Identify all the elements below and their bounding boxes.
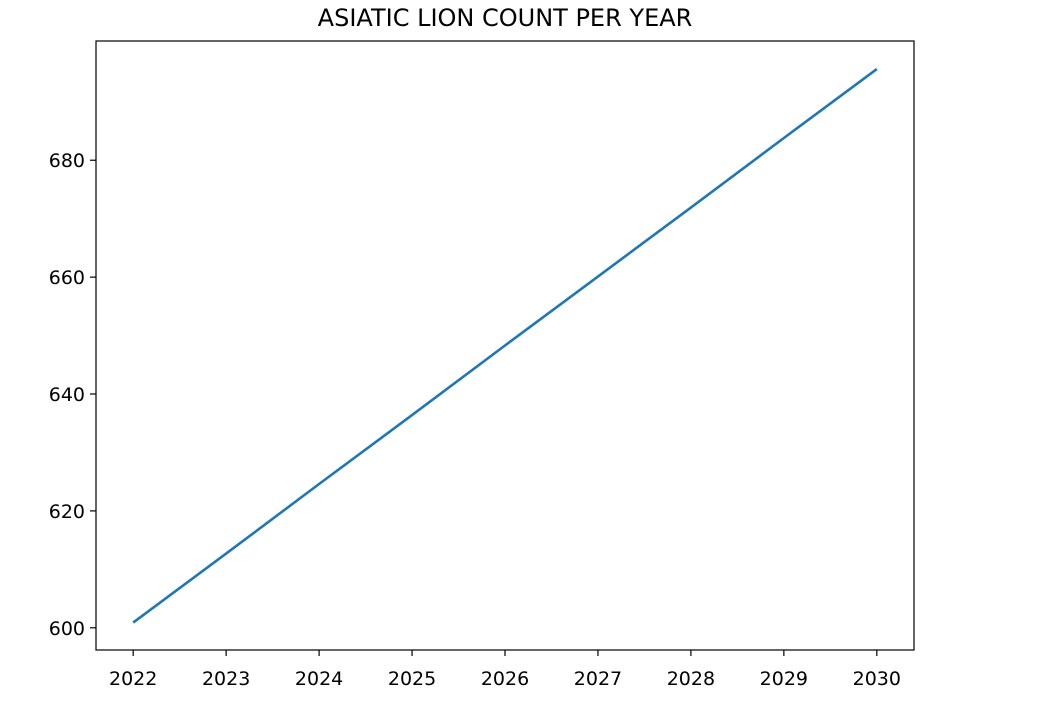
x-tick-label: 2022: [109, 668, 157, 690]
y-tick-label: 680: [49, 150, 85, 172]
y-tick-label: 640: [49, 384, 85, 406]
x-tick-label: 2026: [481, 668, 529, 690]
x-tick-label: 2025: [388, 668, 436, 690]
y-tick-label: 620: [49, 501, 85, 523]
x-tick-label: 2023: [202, 668, 250, 690]
series-lines: [132, 68, 878, 624]
plot-area-frame: [95, 40, 915, 651]
x-tick-label: 2029: [760, 668, 808, 690]
y-tick-label: 660: [49, 267, 85, 289]
x-tick-label: 2027: [574, 668, 622, 690]
series-line-0: [132, 68, 878, 624]
x-tick-label: 2030: [853, 668, 901, 690]
y-tick-label: 600: [49, 618, 85, 640]
chart-title: ASIATIC LION COUNT PER YEAR: [318, 4, 693, 32]
axis-ticks: 2022 2023 2024 2025 2026 2027 2028 2029 2030 600 6…: [49, 150, 901, 690]
x-tick-label: 2028: [667, 668, 715, 690]
x-tick-label: 2024: [295, 668, 343, 690]
